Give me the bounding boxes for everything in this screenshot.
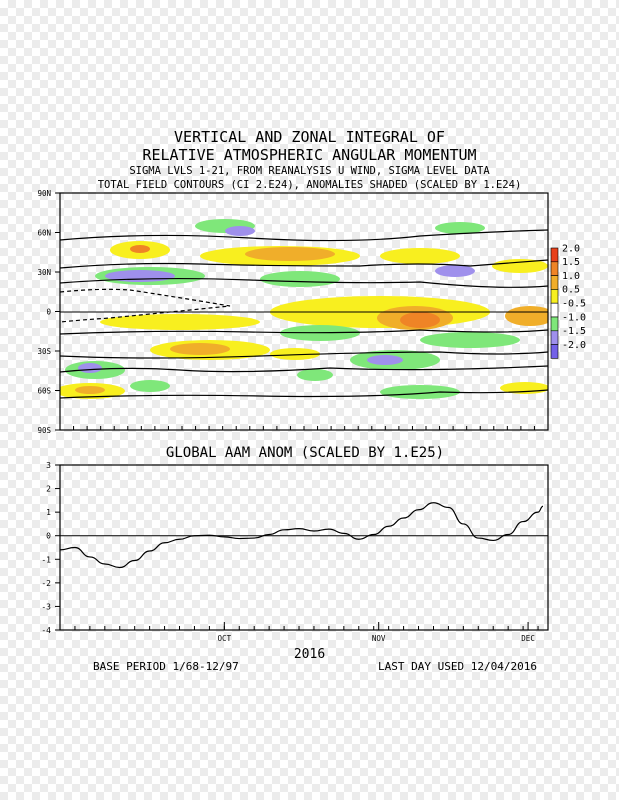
anomaly-blob <box>297 369 333 381</box>
anomaly-blob <box>225 226 255 236</box>
chart-title-line2: RELATIVE ATMOSPHERIC ANGULAR MOMENTUM <box>142 146 477 164</box>
colorbar-swatch <box>550 330 559 345</box>
anomaly-blob <box>170 343 230 355</box>
latitude-axis: 90N 60N 30N 0 30S 60S 90S <box>37 189 549 435</box>
colorbar-label: 2.0 <box>562 243 580 254</box>
anomaly-blob <box>245 247 335 261</box>
contour-line <box>60 229 548 242</box>
anomaly-blob <box>367 355 403 365</box>
anomaly-blob <box>100 314 260 330</box>
anomaly-blob <box>75 386 105 394</box>
anomaly-blob <box>130 245 150 253</box>
contour-line <box>60 351 548 359</box>
last-day-label: LAST DAY USED 12/04/2016 <box>378 660 537 673</box>
anomaly-blob <box>492 259 548 273</box>
anomaly-blob <box>420 332 520 348</box>
contour-line <box>60 277 548 288</box>
anomaly-blob <box>435 222 485 234</box>
anomaly-blob <box>78 363 102 373</box>
anomaly-blob <box>380 385 460 399</box>
lat-tick-label: 30S <box>37 347 51 356</box>
anomaly-blob <box>130 380 170 392</box>
colorbar-swatch <box>550 302 559 318</box>
contour-line <box>60 288 231 323</box>
lat-tick-label: 60S <box>37 387 51 396</box>
colorbar-label: -1.5 <box>562 326 586 337</box>
colorbar-label: 1.5 <box>562 257 580 268</box>
anomaly-shading <box>60 219 548 399</box>
year-label: 2016 <box>293 647 326 662</box>
lat-tick-label: 90S <box>37 426 51 435</box>
anomaly-blob <box>400 312 440 328</box>
contour-line <box>60 259 548 269</box>
total-field-contours <box>60 229 548 399</box>
chart-subtitle-line2: TOTAL FIELD CONTOURS (CI 2.E24), ANOMALI… <box>97 179 522 191</box>
lat-tick-label: 90N <box>37 189 51 198</box>
colorbar-label: 1.0 <box>562 271 580 282</box>
anomaly-blob <box>260 271 340 287</box>
colorbar-swatch <box>550 344 559 359</box>
colorbar-swatch <box>550 275 559 290</box>
base-period-label: BASE PERIOD 1/68-12/97 <box>93 660 239 673</box>
contour-line <box>60 365 548 373</box>
colorbar: 2.0 1.5 1.0 0.5 -0.5 -1.0 -1.5 -2.0 <box>550 243 586 359</box>
colorbar-label: 0.5 <box>562 285 580 296</box>
aam-chart-title: GLOBAL AAM ANOM (SCALED BY 1.E25) <box>165 445 445 461</box>
lat-tick-label: 0 <box>46 308 51 317</box>
lat-tick-label: 60N <box>37 229 51 238</box>
chart-title-line1: VERTICAL AND ZONAL INTEGRAL OF <box>174 128 445 146</box>
contour-line <box>60 389 548 399</box>
contour-line <box>60 329 548 335</box>
colorbar-swatch <box>550 261 559 276</box>
colorbar-label: -1.0 <box>562 312 586 323</box>
chart-subtitle-line1: SIGMA LVLS 1-21, FROM REANALYSIS U WIND,… <box>129 165 490 177</box>
anomaly-blob <box>435 265 475 277</box>
lat-tick-label: 30N <box>37 268 51 277</box>
colorbar-swatch <box>550 289 559 304</box>
anomaly-blob <box>380 248 460 264</box>
anomaly-blob <box>270 348 320 360</box>
colorbar-swatch <box>550 247 559 263</box>
colorbar-swatch <box>550 316 559 332</box>
colorbar-label: -2.0 <box>562 340 586 351</box>
colorbar-label: -0.5 <box>562 299 586 310</box>
anomaly-blob <box>505 306 548 326</box>
